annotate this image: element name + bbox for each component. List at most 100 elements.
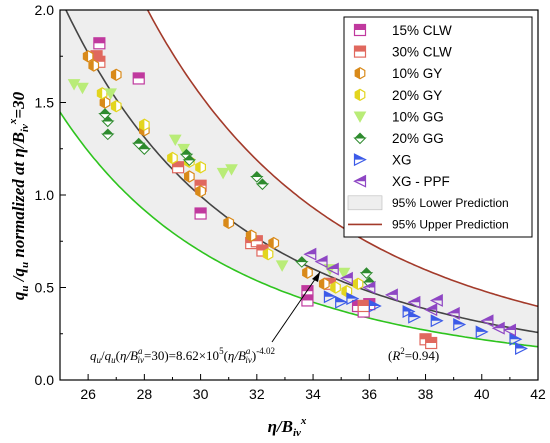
data-point-2-6: [195, 185, 206, 198]
data-point-5-4: [137, 143, 152, 155]
data-point-6-1: [335, 295, 349, 309]
x-tick-label-4: 34: [305, 386, 321, 402]
y-tick-label-0: 0.0: [35, 372, 55, 388]
data-point-7-12: [503, 323, 516, 337]
x-tick-label-0: 26: [80, 386, 96, 402]
y-tick-label-4: 2.0: [35, 2, 55, 18]
legend-label-lower: 95% Lower Prediction: [392, 196, 509, 210]
x-tick-label-2: 30: [193, 386, 209, 402]
data-point-4-9: [337, 267, 351, 280]
data-point-7-1: [314, 255, 328, 269]
data-point-0-4: [301, 294, 314, 307]
data-point-4-7: [275, 260, 289, 272]
data-point-5-3: [132, 137, 146, 150]
data-point-7-6: [407, 295, 421, 309]
equation-arrow-head: [312, 272, 320, 282]
data-point-7-7: [424, 303, 438, 317]
x-tick-label-8: 42: [530, 386, 546, 402]
data-point-6-6: [430, 314, 444, 328]
data-point-3-5: [195, 161, 206, 174]
data-point-7-2: [325, 262, 339, 276]
data-point-6-2: [346, 292, 360, 306]
data-point-2-8: [245, 229, 257, 242]
data-point-2-5: [184, 170, 195, 183]
upper-prediction-line: [146, 10, 538, 308]
data-point-4-2: [104, 88, 117, 100]
data-point-5-9: [295, 256, 309, 268]
data-point-7-3: [339, 271, 353, 285]
data-point-5-10: [359, 267, 374, 279]
legend-marker-3: [354, 88, 366, 101]
legend-marker-0: [353, 23, 367, 37]
data-point-7-8: [429, 293, 443, 307]
legend-marker-7: [353, 174, 367, 188]
legend-label-upper: 95% Upper Prediction: [392, 217, 509, 231]
data-point-7-11: [491, 321, 505, 335]
data-points: [67, 37, 528, 356]
prediction-band: [60, 10, 538, 347]
data-point-0-2: [194, 207, 207, 220]
legend: 15% CLW 30% CLW 10% GY 20% GY 10% GG 20% GG XG…: [343, 16, 533, 238]
legend-label-7: XG - PPF: [392, 174, 450, 189]
data-point-2-3: [110, 68, 122, 81]
data-point-6-5: [408, 310, 422, 324]
data-point-7-9: [446, 306, 460, 320]
data-point-6-9: [509, 332, 523, 346]
data-point-7-0: [303, 247, 317, 261]
legend-marker-6: [353, 153, 367, 167]
x-axis: 26 28 30 32 34 36 38 40 42: [59, 374, 546, 402]
x-tick-label-6: 38: [418, 386, 434, 402]
data-point-2-11: [318, 277, 330, 290]
legend-label-2: 10% GY: [392, 66, 442, 81]
data-point-1-2: [171, 161, 185, 174]
data-point-7-4: [362, 281, 376, 294]
data-point-7-10: [480, 314, 494, 328]
data-point-2-2: [99, 96, 111, 109]
data-point-1-10: [425, 336, 438, 350]
lower-prediction-line: [60, 110, 538, 348]
legend-band-swatch: [347, 195, 383, 211]
data-point-6-7: [453, 318, 467, 331]
y-axis-title: qu /qu normalized at η/Bivx=30: [7, 91, 31, 300]
data-point-2-7: [223, 216, 235, 229]
data-point-2-1: [88, 59, 100, 72]
legend-label-5: 20% GG: [392, 131, 444, 146]
data-point-1-8: [357, 299, 370, 313]
data-point-4-3: [168, 134, 182, 147]
x-axis-title: η/Bivx: [268, 415, 307, 439]
data-point-2-9: [268, 236, 280, 250]
legend-label-6: XG: [392, 153, 412, 168]
data-point-2-0: [82, 50, 94, 63]
data-point-6-8: [475, 325, 489, 339]
data-point-4-1: [76, 82, 89, 95]
data-point-4-5: [216, 167, 230, 180]
y-axis: 0.0 0.5 1.0 1.5 2.0: [35, 2, 66, 388]
data-point-6-0: [323, 290, 337, 304]
data-point-3-3: [167, 151, 178, 165]
x-tick-label-3: 32: [249, 386, 265, 402]
fit-line: [65, 10, 538, 334]
data-point-6-10: [515, 342, 528, 356]
data-point-5-6: [182, 154, 197, 167]
data-point-6-3: [368, 299, 382, 313]
fit-equation: qu/qu(η/Ba iv=30)=8.62×105(η/Ba iv)-4.02: [90, 346, 275, 365]
y-tick-label-3: 1.5: [35, 95, 55, 111]
data-point-5-8: [255, 178, 270, 191]
data-point-3-9: [352, 277, 364, 290]
data-point-0-1: [132, 72, 145, 85]
data-point-3-7: [330, 281, 341, 294]
y-tick-label-2: 1.0: [35, 187, 55, 203]
legend-label-1: 30% CLW: [392, 45, 452, 60]
legend-label-0: 15% CLW: [392, 23, 452, 38]
data-point-4-6: [225, 164, 238, 176]
x-tick-label-7: 40: [474, 386, 490, 402]
data-point-5-7: [250, 171, 264, 183]
plot-area: [60, 10, 538, 356]
r-squared: (R2=0.94): [388, 346, 439, 363]
data-point-7-5: [384, 288, 398, 302]
x-tick-label-1: 28: [137, 386, 153, 402]
data-point-5-1: [101, 115, 115, 128]
legend-marker-4: [353, 111, 367, 123]
legend-marker-2: [354, 67, 366, 80]
